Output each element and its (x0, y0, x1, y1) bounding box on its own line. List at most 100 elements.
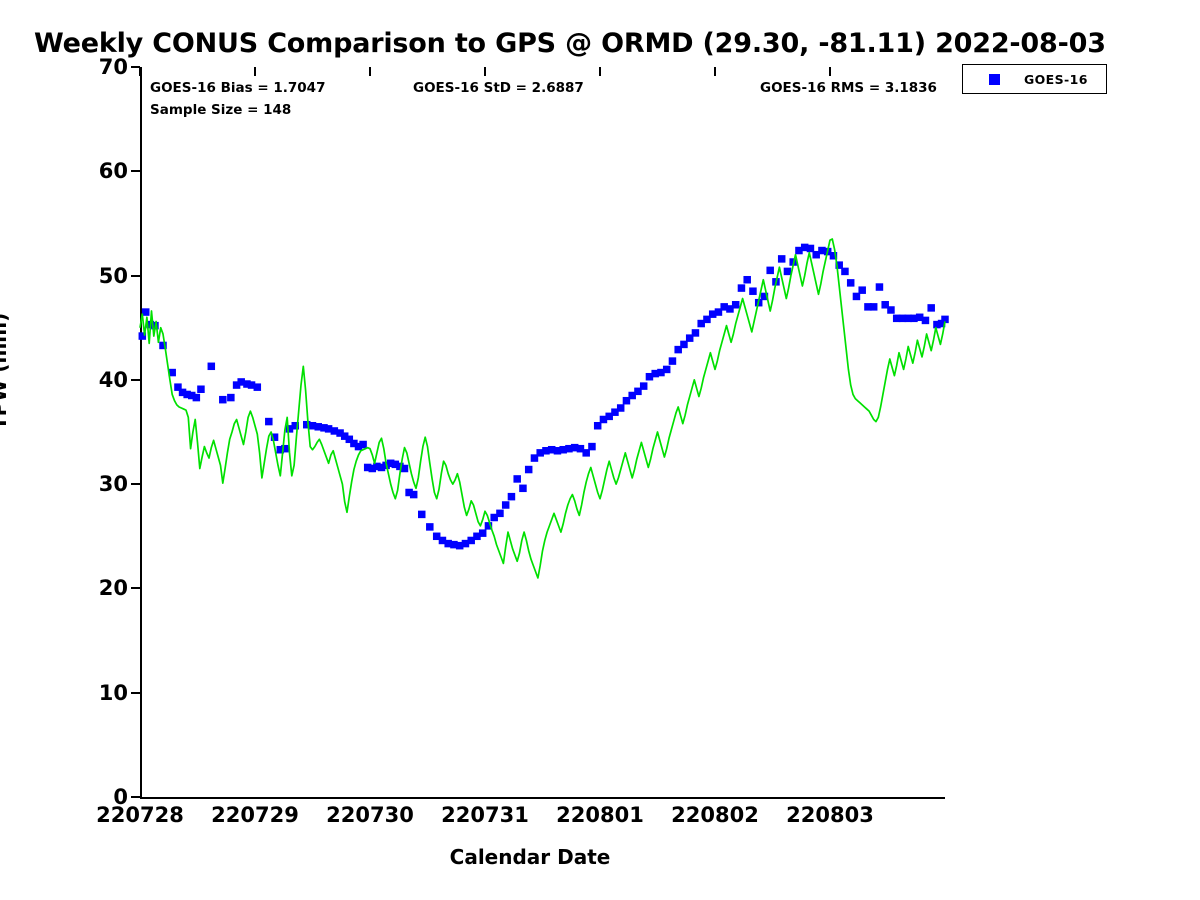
data-point (285, 425, 294, 433)
data-point (270, 433, 279, 441)
data-point (910, 314, 918, 323)
data-point (731, 301, 740, 309)
data-point (927, 304, 935, 312)
stat-bias: GOES-16 Bias = 1.7047 (150, 80, 326, 96)
data-point (553, 447, 562, 455)
data-point (438, 536, 447, 545)
data-point (720, 303, 728, 311)
data-point (941, 315, 949, 324)
data-point (749, 287, 757, 295)
data-point (501, 501, 510, 509)
data-point (777, 255, 786, 263)
data-point (159, 341, 167, 350)
stat-rms: GOES-16 RMS = 3.1836 (760, 80, 937, 96)
y-tick-label-group: 0 10 20 30 40 50 60 70 (0, 55, 128, 809)
data-point (812, 250, 820, 259)
data-point (377, 463, 386, 472)
data-point (841, 267, 849, 276)
data-point (818, 246, 826, 255)
data-point (253, 383, 262, 391)
data-point (142, 308, 150, 316)
y-tick-label-50: 50 (98, 263, 128, 288)
data-point (340, 432, 349, 440)
y-axis-title: TPW (mm) (0, 312, 11, 430)
x-tick-label-220802: 220802 (671, 803, 759, 827)
data-point (232, 381, 241, 389)
data-point (530, 454, 539, 462)
x-tick-label-220803: 220803 (786, 803, 874, 827)
x-axis-line (140, 797, 945, 799)
x-tick-label-220730: 220730 (326, 803, 414, 827)
data-point (547, 445, 556, 454)
data-point (524, 465, 533, 474)
data-point (662, 365, 671, 374)
data-point (697, 319, 705, 328)
x-tick-label-220731: 220731 (441, 803, 529, 827)
data-point (714, 308, 723, 316)
data-point (265, 417, 273, 426)
y-tick-label-70: 70 (98, 55, 128, 79)
data-point (559, 445, 567, 454)
legend-label-goes16: GOES-16 (1024, 71, 1088, 87)
data-point (852, 292, 861, 301)
data-point (484, 522, 493, 530)
data-point (680, 340, 688, 349)
data-point (835, 261, 843, 269)
y-tick-label-30: 30 (98, 472, 128, 497)
data-point (766, 266, 774, 275)
x-tick-220731 (484, 67, 486, 76)
data-point (178, 388, 187, 397)
data-point (174, 383, 182, 391)
y-tick-label-20: 20 (98, 576, 128, 601)
data-point (432, 532, 441, 541)
data-point (622, 396, 631, 405)
y-tick-label-40: 40 (98, 367, 128, 392)
data-point (197, 385, 205, 393)
data-point (467, 536, 475, 545)
data-point (138, 332, 147, 340)
data-point (611, 408, 619, 416)
data-point (490, 513, 498, 522)
y-axis-line (140, 67, 142, 799)
data-point (726, 305, 734, 313)
stat-sample-size: Sample Size = 148 (150, 102, 292, 118)
x-tick-220803 (829, 67, 831, 76)
data-point (737, 284, 746, 292)
y-tick-50 (131, 274, 140, 277)
series-line-gps (139, 238, 946, 579)
x-tick-label-220728: 220728 (96, 803, 184, 827)
data-point (291, 421, 299, 430)
data-point (207, 362, 216, 371)
data-point (368, 464, 377, 473)
data-point (345, 435, 354, 444)
data-point (639, 382, 648, 390)
data-point (864, 303, 872, 311)
data-point (324, 425, 333, 433)
y-tick-20 (131, 587, 140, 590)
x-tick-220802 (714, 67, 716, 76)
data-point (898, 314, 907, 323)
data-point (565, 444, 573, 453)
data-point (536, 449, 544, 457)
data-point (350, 439, 358, 448)
data-point (628, 391, 636, 400)
data-point (887, 306, 895, 314)
data-point (915, 313, 924, 322)
data-point (806, 244, 815, 253)
data-point (519, 484, 527, 493)
y-tick-label-0: 0 (113, 785, 128, 809)
data-point (281, 444, 289, 453)
data-point (743, 275, 751, 284)
x-axis-title: Calendar Date (449, 845, 611, 869)
legend-marker-goes16 (989, 73, 1000, 85)
data-point (320, 424, 328, 432)
data-point (795, 246, 803, 255)
data-point (616, 404, 625, 412)
data-point (858, 286, 866, 294)
data-series-layer (138, 238, 949, 579)
data-point (478, 529, 487, 537)
data-point (188, 391, 196, 400)
data-point (668, 357, 677, 365)
data-point (363, 463, 372, 472)
data-point (507, 492, 516, 501)
